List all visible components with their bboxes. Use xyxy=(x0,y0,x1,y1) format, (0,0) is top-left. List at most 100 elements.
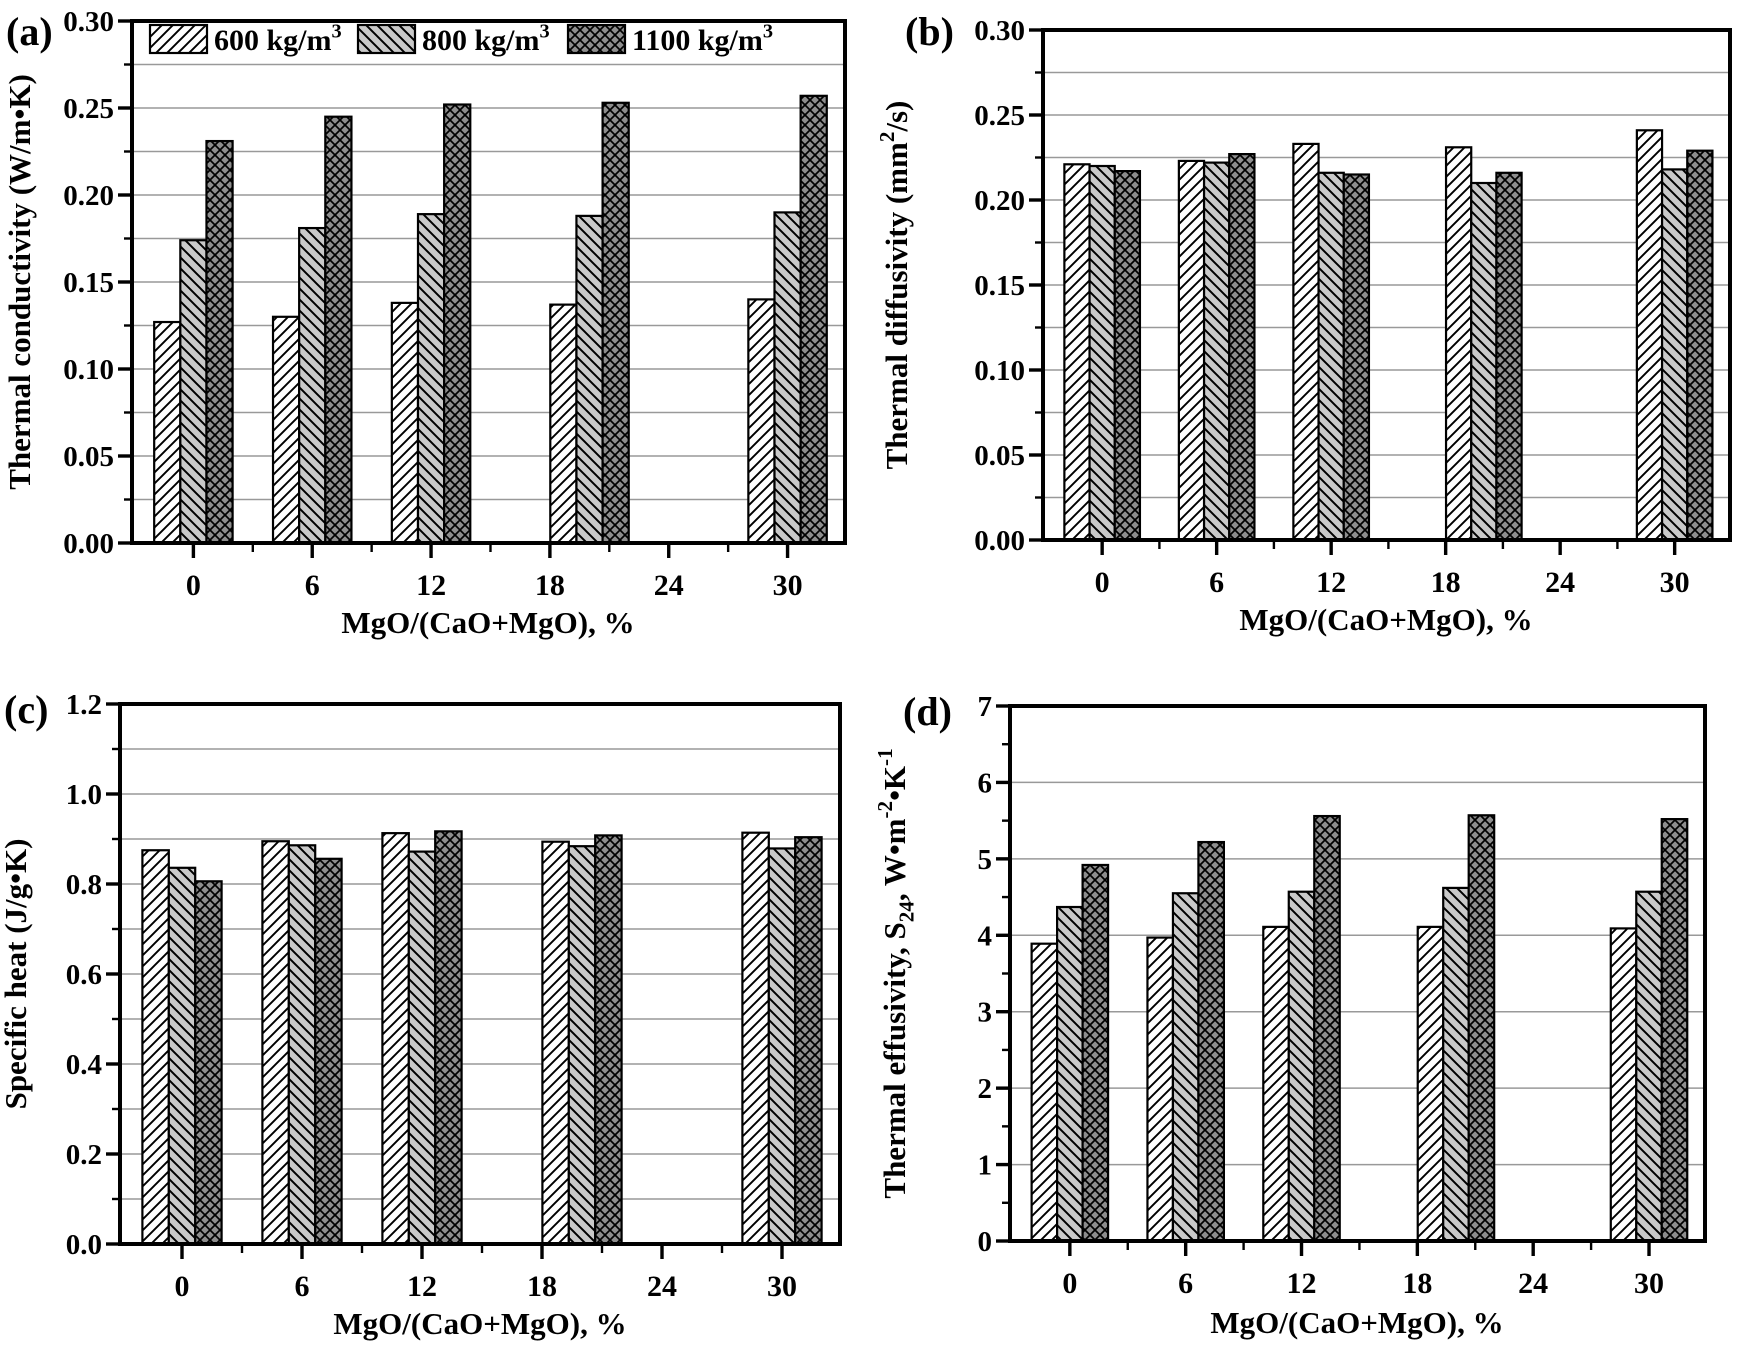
panel-letter-d: (d) xyxy=(903,689,952,734)
y-tick-label: 0.25 xyxy=(63,93,114,125)
y-axis-title: Thermal effusivity, S24, W•m-2•K-1 xyxy=(875,748,919,1198)
bar-0-series2 xyxy=(1113,170,1142,542)
y-tick-label: 3 xyxy=(978,997,993,1029)
gridlines xyxy=(1010,781,1705,1166)
y-tick-label: 4 xyxy=(978,920,993,952)
x-tick-label: 18 xyxy=(1402,1267,1432,1300)
bar-18-series1 xyxy=(1442,886,1470,1243)
bar-12-series1 xyxy=(407,850,437,1246)
bar-18-series2 xyxy=(601,101,630,545)
x-tick-label: 24 xyxy=(1518,1267,1548,1300)
bar-6-series0 xyxy=(1177,159,1206,542)
bar-0-series2 xyxy=(194,880,223,1246)
bar-6-series0 xyxy=(261,840,290,1246)
plot-border xyxy=(1041,28,1732,542)
panel-a-chart: 0.00 0.05 0.10 0.15 0.20 0.25 0.30 0 6 12 18 24 30 Th… xyxy=(2,6,847,602)
plot-border xyxy=(1008,704,1707,1243)
x-tick-label: 30 xyxy=(1660,566,1690,599)
x-tick-label: 18 xyxy=(1431,566,1461,599)
y-tick-label: 0.05 xyxy=(63,441,114,473)
bar-30-series2 xyxy=(794,836,823,1246)
bar-6-series2 xyxy=(1228,153,1256,542)
bar-12-series2 xyxy=(443,103,472,545)
bar-0-series1 xyxy=(1056,905,1084,1243)
x-axis-title-a: MgO/(CaO+MgO), % xyxy=(341,605,635,640)
bar-30-series2 xyxy=(1686,149,1714,542)
y-tick-label: 1.2 xyxy=(66,689,102,721)
x-tick-label: 6 xyxy=(305,569,320,602)
x-tick-label: 12 xyxy=(416,569,446,602)
y-tick-label: 0.2 xyxy=(66,1139,102,1171)
bar-18-series2 xyxy=(1467,814,1496,1243)
x-tick-label: 6 xyxy=(295,1270,310,1303)
x-tick-label: 0 xyxy=(186,569,201,602)
panel-c-chart: 0.0 0.2 0.4 0.6 0.8 1.0 1.2 0 6 12 18 24 30 Specific … xyxy=(0,689,842,1303)
y-tick-label: 0.05 xyxy=(974,440,1025,472)
bar-6-series2 xyxy=(324,115,353,545)
y-tick-label: 0.00 xyxy=(974,525,1025,557)
bar-12-series0 xyxy=(1292,142,1320,542)
gridlines xyxy=(120,748,840,1200)
bar-30-series0 xyxy=(1635,129,1664,542)
x-tick-label: 0 xyxy=(1095,566,1110,599)
bar-6-series0 xyxy=(271,315,301,545)
x-tick-label: 6 xyxy=(1209,566,1224,599)
legend-swatch-0 xyxy=(148,23,209,55)
x-tick-label: 12 xyxy=(407,1270,437,1303)
x-axis: 0 6 12 18 24 30 xyxy=(175,1245,797,1303)
bar-18-series2 xyxy=(1495,171,1523,542)
y-tick-label: 0 xyxy=(978,1226,993,1258)
y-tick-label: 6 xyxy=(978,767,993,799)
x-tick-label: 18 xyxy=(535,569,565,602)
y-tick-label: 0.15 xyxy=(63,267,114,299)
bar-0-series0 xyxy=(1063,163,1091,542)
y-axis-title: Specific heat (J/g•K) xyxy=(0,839,33,1110)
bar-0-series1 xyxy=(1088,164,1116,542)
y-tick-label: 0.30 xyxy=(63,6,114,38)
bar-6-series1 xyxy=(298,226,327,545)
y-tick-label: 0.20 xyxy=(63,180,114,212)
plot-border xyxy=(118,702,842,1246)
bar-18-series0 xyxy=(1416,925,1445,1243)
y-tick-label: 0.20 xyxy=(974,185,1025,217)
y-axis: 0.0 0.2 0.4 0.6 0.8 1.0 1.2 xyxy=(66,689,119,1261)
x-tick-label: 18 xyxy=(527,1270,557,1303)
bar-12-series0 xyxy=(390,301,420,545)
y-tick-label: 0.6 xyxy=(66,959,102,991)
panel-letter-c: (c) xyxy=(4,687,49,732)
x-tick-label: 30 xyxy=(773,569,803,602)
x-tick-label: 12 xyxy=(1287,1267,1317,1300)
gridlines xyxy=(132,63,845,501)
bar-18-series0 xyxy=(549,303,578,545)
bar-18-series1 xyxy=(575,214,604,545)
y-tick-label: 0.25 xyxy=(974,100,1025,132)
x-tick-label: 6 xyxy=(1178,1267,1193,1300)
bar-30-series1 xyxy=(767,847,797,1246)
bar-30-series0 xyxy=(747,298,776,545)
bar-12-series1 xyxy=(1287,890,1316,1243)
panel-letter-b: (b) xyxy=(905,9,954,54)
bar-30-series1 xyxy=(1635,890,1663,1243)
bar-18-series0 xyxy=(1444,146,1473,542)
x-axis-title-c: MgO/(CaO+MgO), % xyxy=(333,1306,627,1341)
x-axis: 0 6 12 18 24 30 xyxy=(1095,541,1690,599)
bar-12-series0 xyxy=(1262,925,1290,1243)
y-axis-title: Thermal conductivity (W/m•K) xyxy=(2,74,37,490)
legend-label-1: 800 kg/m3 xyxy=(422,20,550,57)
y-axis: 0.00 0.05 0.10 0.15 0.20 0.25 0.30 xyxy=(974,15,1042,557)
bars xyxy=(153,94,828,545)
bars xyxy=(1030,814,1689,1243)
y-tick-label: 0.00 xyxy=(63,528,114,560)
y-tick-label: 0.15 xyxy=(974,270,1025,302)
x-tick-label: 24 xyxy=(647,1270,677,1303)
bar-18-series1 xyxy=(1470,181,1498,542)
bar-12-series1 xyxy=(1317,171,1345,542)
bar-0-series0 xyxy=(153,320,182,545)
legend-label-2: 1100 kg/m3 xyxy=(632,20,773,57)
y-tick-label: 1 xyxy=(978,1150,993,1182)
legend: 600 kg/m3 800 kg/m3 1100 kg/m3 xyxy=(148,20,773,57)
bar-0-series0 xyxy=(141,849,170,1246)
bar-12-series0 xyxy=(381,832,410,1246)
x-tick-label: 0 xyxy=(1062,1267,1077,1300)
